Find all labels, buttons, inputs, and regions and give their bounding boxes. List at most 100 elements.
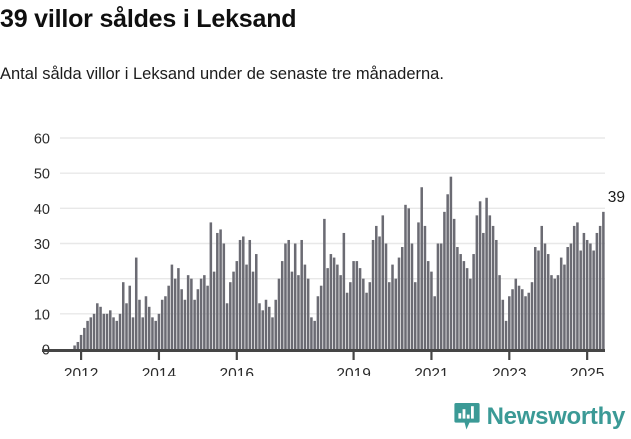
bar	[128, 285, 132, 349]
bar	[277, 278, 281, 349]
bar	[349, 282, 352, 349]
bar-chart-svg: 0102030405060201220142016201920212023202…	[34, 132, 625, 377]
bar	[488, 215, 492, 349]
bar	[527, 292, 531, 349]
bar	[362, 278, 365, 349]
bar	[407, 208, 410, 349]
bar	[199, 278, 203, 349]
bar	[92, 313, 96, 349]
bar	[134, 257, 138, 349]
bar	[235, 261, 239, 349]
bar	[566, 247, 569, 349]
bar	[242, 236, 245, 349]
bar	[443, 211, 446, 349]
page-title: 39 villor såldes i Leksand	[0, 5, 297, 33]
bar	[582, 232, 586, 349]
bar	[533, 247, 537, 349]
bar	[446, 194, 449, 349]
bar	[303, 264, 307, 349]
bar-chart-speech-bubble-icon	[454, 403, 480, 430]
bar	[112, 317, 115, 349]
bar	[540, 225, 544, 349]
y-axis-tick-label: 60	[34, 132, 50, 148]
bar	[183, 299, 187, 349]
bar	[306, 278, 310, 349]
bar	[274, 299, 277, 349]
bar	[569, 243, 573, 349]
bar	[73, 345, 76, 349]
bar	[358, 268, 362, 349]
bar	[345, 292, 349, 349]
bar	[206, 285, 209, 349]
bar	[109, 310, 112, 349]
bar	[485, 197, 488, 349]
bar	[115, 320, 119, 349]
bar	[193, 299, 196, 349]
bar	[426, 261, 430, 349]
bar	[245, 264, 248, 349]
bar	[196, 289, 200, 349]
y-axis-tick-label: 10	[34, 307, 50, 323]
chart-plot-area: 0102030405060201220142016201920212023202…	[0, 126, 631, 377]
bar	[501, 299, 505, 349]
bar	[232, 271, 235, 349]
bar	[430, 271, 433, 349]
y-axis-tick-label: 20	[34, 272, 50, 288]
y-axis-tick-label: 50	[34, 167, 50, 183]
bar	[504, 320, 508, 349]
bar	[417, 222, 420, 349]
bar	[579, 250, 582, 349]
bar	[475, 215, 479, 349]
x-axis-tick-label: 2016	[220, 366, 254, 376]
bar	[258, 303, 261, 349]
bar	[167, 285, 170, 349]
bar	[147, 306, 151, 349]
bar	[378, 236, 381, 349]
bar	[151, 317, 154, 349]
x-axis-tick-label: 2023	[492, 366, 526, 376]
bar	[138, 299, 141, 349]
bar	[498, 275, 501, 349]
bar	[118, 313, 122, 349]
bar	[478, 201, 482, 349]
bar	[248, 239, 252, 349]
bar	[508, 296, 511, 349]
bar	[592, 250, 595, 349]
bar	[141, 317, 144, 349]
bar	[511, 289, 514, 349]
bar	[355, 261, 359, 349]
bar	[482, 232, 485, 349]
bar	[336, 264, 339, 349]
bar	[339, 275, 342, 349]
bar	[144, 296, 148, 349]
bar	[293, 243, 297, 349]
bar	[394, 278, 398, 349]
bar	[456, 247, 459, 349]
bar	[381, 215, 385, 349]
bar	[326, 268, 329, 349]
bar	[546, 254, 550, 349]
bar	[388, 282, 391, 349]
bar	[462, 261, 466, 349]
bar	[368, 282, 372, 349]
bar	[96, 303, 99, 349]
bar	[261, 310, 265, 349]
bar	[449, 176, 453, 349]
bar	[413, 282, 417, 349]
bar	[563, 264, 566, 349]
bar	[131, 317, 135, 349]
x-axis-tick-label: 2019	[336, 366, 370, 376]
bar	[459, 254, 462, 349]
bar	[572, 225, 576, 349]
bar	[125, 303, 128, 349]
bar	[209, 222, 213, 349]
bar	[225, 303, 229, 349]
x-axis-tick-label: 2021	[414, 366, 448, 376]
bar	[173, 278, 177, 349]
bar	[216, 232, 219, 349]
chart-footer: Newsworthy	[0, 398, 631, 439]
bar	[255, 254, 258, 349]
bar	[99, 306, 102, 349]
bar	[290, 271, 294, 349]
bar	[76, 341, 80, 349]
